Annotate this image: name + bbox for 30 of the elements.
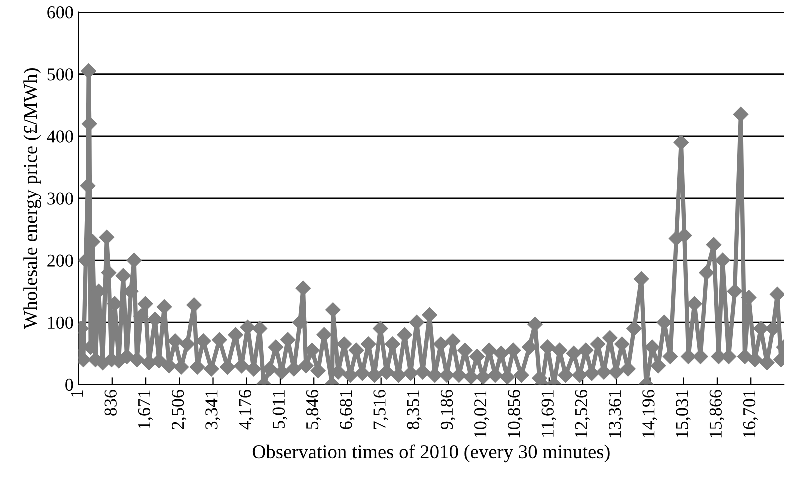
x-tick-label: 13,361 xyxy=(609,390,624,438)
x-tick-label: 3,341 xyxy=(206,390,220,430)
y-tick-label: 600 xyxy=(48,6,74,19)
x-tick-label: 5,011 xyxy=(272,390,288,428)
x-tick-label: 15,031 xyxy=(676,390,691,438)
y-tick-label: 0 xyxy=(66,378,74,392)
x-tick-label: 15,866 xyxy=(710,390,725,438)
x-tick-label: 5,846 xyxy=(306,390,322,430)
x-tick-label: 8,351 xyxy=(407,390,422,430)
x-tick-label: 836 xyxy=(104,390,117,416)
x-axis-title: Observation times of 2010 (every 30 minutes) xyxy=(252,444,610,463)
x-tick-label: 10,856 xyxy=(508,390,523,438)
x-tick-label: 16,701 xyxy=(743,390,758,438)
x-tick-label: 10,021 xyxy=(474,390,490,438)
x-tick-label: 4,176 xyxy=(239,390,254,430)
x-tick-label: 9,186 xyxy=(440,390,456,430)
y-tick-label: 100 xyxy=(48,316,74,330)
y-tick-label: 500 xyxy=(48,68,74,81)
x-tick-label: 2,506 xyxy=(172,390,187,430)
x-tick-label: 1 xyxy=(71,390,84,397)
y-tick-label: 300 xyxy=(48,192,74,205)
x-tick-label: 12,526 xyxy=(575,390,590,438)
x-tick-label: 7,516 xyxy=(374,390,388,429)
x-tick-label: 6,681 xyxy=(340,390,355,430)
x-tick-label: 11,691 xyxy=(542,390,557,437)
y-tick-label: 200 xyxy=(48,254,74,267)
x-tick-label: 14,196 xyxy=(642,390,658,438)
y-axis-title: Wholesale energy price (£/MWh) xyxy=(24,68,42,330)
x-tick-label: 1,671 xyxy=(138,390,154,429)
y-tick-label: 400 xyxy=(47,130,74,143)
